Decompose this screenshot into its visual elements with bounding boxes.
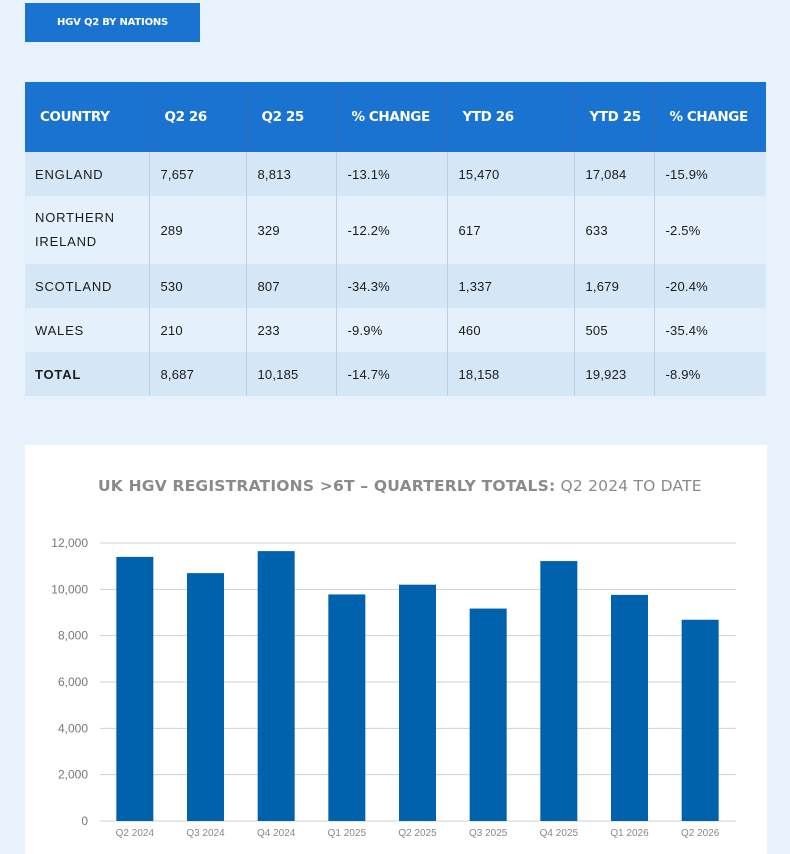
header-change-ytd: % CHANGE	[653, 82, 766, 152]
table-row: SCOTLAND 530 807 -34.3% 1,337 1,679 -20.…	[25, 264, 766, 308]
bar	[257, 551, 295, 821]
x-tick-label: Q1 2026	[610, 828, 649, 839]
cell: 633	[573, 196, 654, 264]
chart-title: UK HGV REGISTRATIONS >6T – QUARTERLY TOT…	[98, 474, 718, 498]
table-total-row: TOTAL 8,687 10,185 -14.7% 18,158 19,923 …	[25, 352, 766, 396]
cell-country: SCOTLAND	[25, 264, 149, 308]
header-q2-25: Q2 25	[245, 82, 336, 152]
cell: -2.5%	[653, 196, 766, 264]
x-tick-label: Q2 2024	[116, 828, 155, 839]
cell: 1,679	[573, 264, 654, 308]
cell: -13.1%	[335, 152, 447, 196]
y-tick-label: 4,000	[58, 721, 88, 735]
cell: 210	[148, 308, 246, 352]
cell: -35.4%	[653, 308, 766, 352]
cell: -8.9%	[653, 352, 766, 396]
chart-title-light: Q2 2024 TO DATE	[560, 477, 702, 495]
cell: 505	[573, 308, 654, 352]
table-row: ENGLAND 7,657 8,813 -13.1% 15,470 17,084…	[25, 152, 766, 196]
cell-country: WALES	[25, 308, 149, 352]
bar	[399, 584, 436, 821]
y-tick-label: 12,000	[51, 536, 88, 550]
bar	[611, 594, 648, 821]
cell: -20.4%	[653, 264, 766, 308]
cell: 329	[245, 196, 336, 264]
y-tick-label: 8,000	[58, 629, 88, 643]
bar	[116, 556, 154, 821]
y-tick-label: 0	[81, 814, 88, 828]
cell: -9.9%	[335, 308, 447, 352]
cell-country: ENGLAND	[25, 152, 149, 196]
section-tag: HGV Q2 BY NATIONS	[25, 3, 200, 42]
x-tick-label: Q4 2025	[540, 828, 579, 839]
cell: 19,923	[573, 352, 654, 396]
cell: 807	[245, 264, 336, 308]
cell: 18,158	[446, 352, 574, 396]
cell: 1,337	[446, 264, 574, 308]
y-tick-label: 10,000	[51, 582, 88, 596]
nations-table: COUNTRY Q2 26 Q2 25 % CHANGE YTD 26 YTD …	[25, 82, 766, 396]
bar-chart: 0 2,000 4,000 6,000 8,000 10,000 12,000 Q2 2024…	[51, 536, 736, 839]
cell: 15,470	[446, 152, 574, 196]
bar	[681, 619, 719, 821]
table-row: WALES 210 233 -9.9% 460 505 -35.4%	[25, 308, 766, 352]
y-tick-label: 6,000	[58, 675, 88, 689]
bar	[540, 561, 578, 821]
cell-country: TOTAL	[25, 352, 149, 396]
x-tick-label: Q2 2025	[398, 828, 437, 839]
header-q2-26: Q2 26	[148, 82, 246, 152]
cell: -14.7%	[335, 352, 447, 396]
cell: 530	[148, 264, 246, 308]
cell: 8,687	[148, 352, 246, 396]
cell: 17,084	[573, 152, 654, 196]
chart-title-bold: UK HGV REGISTRATIONS >6T – QUARTERLY TOT…	[98, 477, 556, 495]
header-change-q: % CHANGE	[335, 82, 447, 152]
x-tick-label: Q3 2024	[186, 828, 225, 839]
cell: 7,657	[148, 152, 246, 196]
header-ytd-25: YTD 25	[573, 82, 654, 152]
cell: -12.2%	[335, 196, 447, 264]
cell: 460	[446, 308, 574, 352]
x-tick-label: Q1 2025	[328, 828, 367, 839]
cell: 617	[446, 196, 574, 264]
cell: 10,185	[245, 352, 336, 396]
table-row: NORTHERN IRELAND 289 329 -12.2% 617 633 …	[25, 196, 766, 264]
x-tick-label: Q2 2026	[681, 828, 720, 839]
bar	[469, 608, 507, 821]
cell: 233	[245, 308, 336, 352]
bar	[328, 594, 366, 821]
cell-country: NORTHERN IRELAND	[25, 196, 149, 264]
x-tick-label: Q3 2025	[469, 828, 508, 839]
x-tick-label: Q4 2024	[257, 828, 296, 839]
y-tick-label: 2,000	[58, 768, 88, 782]
chart-card: UK HGV REGISTRATIONS >6T – QUARTERLY TOT…	[25, 445, 767, 854]
cell: 8,813	[245, 152, 336, 196]
header-ytd-26: YTD 26	[446, 82, 574, 152]
cell: 289	[148, 196, 246, 264]
bar	[187, 573, 224, 821]
table-header-row: COUNTRY Q2 26 Q2 25 % CHANGE YTD 26 YTD …	[25, 82, 766, 152]
cell: -15.9%	[653, 152, 766, 196]
cell: -34.3%	[335, 264, 447, 308]
header-country: COUNTRY	[25, 82, 149, 152]
